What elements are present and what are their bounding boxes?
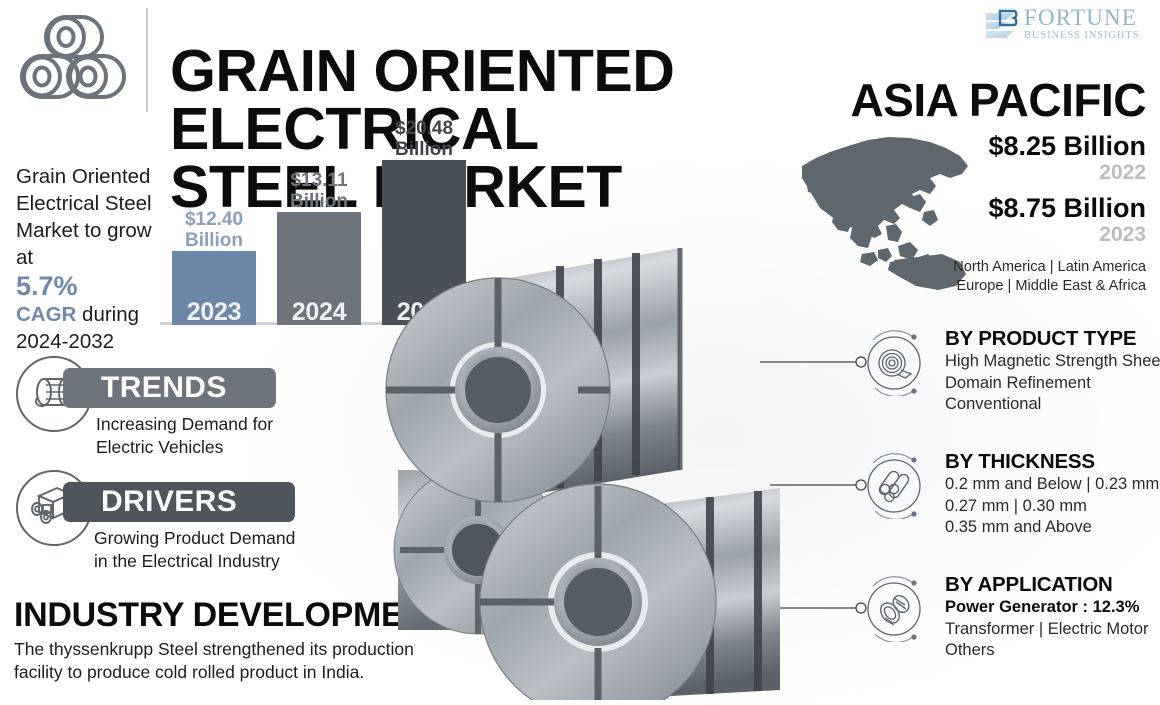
rolled-coil-icon (861, 576, 927, 643)
region-line-1: North America | Latin America (953, 259, 1146, 275)
segment-product-line-3: Conventional (945, 395, 1042, 413)
industry-development-block: INDUSTRY DEVELOPMENT The thyssenkrupp St… (14, 595, 484, 684)
cagr-value: 5.7% (16, 271, 78, 301)
segment-title-product-type: BY PRODUCT TYPE (945, 327, 1137, 350)
segment-title-application: BY APPLICATION (945, 573, 1113, 596)
bar-year-2023: 2023 (186, 298, 242, 326)
bar-label-2032: $20.48 Billion (394, 118, 454, 160)
brand-subtitle: BUSINESS INSIGHTS (1024, 30, 1140, 41)
region-list: North America | Latin America Europe | M… (953, 258, 1146, 296)
segment-application-line-1: Power Generator : 12.3% (945, 598, 1140, 616)
drivers-label: DRIVERS (101, 485, 238, 518)
coil-top (385, 248, 683, 503)
trends-line2: Electric Vehicles (96, 437, 224, 457)
segment-thickness-line-2: 0.27 mm | 0.30 mm (945, 496, 1087, 515)
steel-coils-photo (380, 170, 860, 705)
intro-line1: Grain Oriented Electrical (16, 165, 151, 215)
intro-line3: grow at (16, 219, 152, 269)
trends-label: TRENDS (101, 371, 227, 404)
trends-body: Increasing Demand for Electric Vehicles (96, 413, 346, 459)
trends-block: TRENDS Increasing Demand for Electric Ve… (16, 356, 346, 466)
bar-group-2023: $12.40 Billion 2023 (172, 209, 256, 326)
bar-label-2023: $12.40 Billion (184, 209, 244, 251)
segment-product-line-2: Domain Refinement (945, 373, 1091, 392)
region-line-2: Europe | Middle East & Africa (956, 278, 1146, 294)
industry-development-heading: INDUSTRY DEVELOPMENT (14, 596, 449, 634)
asia-pacific-title: ASIA PACIFIC (850, 74, 1146, 126)
drivers-line2: in the Electrical Industry (94, 551, 280, 571)
industry-development-line2: facility to produce cold rolled product … (14, 662, 365, 682)
drivers-line1: Growing Product Demand (94, 528, 296, 548)
segment-application-line-2: Transformer | Electric Motor (945, 619, 1149, 638)
drivers-block: DRIVERS Growing Product Demand in the El… (16, 470, 356, 580)
market-summary-text: Grain Oriented Electrical Steel Market t… (16, 163, 166, 355)
stacked-rods-icon (861, 453, 927, 520)
bar-year-2024: 2024 (291, 298, 347, 326)
asia-pacific-value-2022: $8.25 Billion (988, 131, 1146, 161)
brand-name: FORTUNE (1024, 5, 1138, 30)
cagr-label: CAGR (16, 303, 77, 326)
drivers-pill: DRIVERS (63, 482, 295, 522)
drivers-body: Growing Product Demand in the Electrical… (94, 527, 344, 573)
bar-label-2024: $13.11 Billion (289, 170, 349, 212)
asia-pacific-year-2023: 2023 (1099, 223, 1146, 246)
segment-product-line-1: High Magnetic Strength Sheets (945, 352, 1160, 370)
bar-rect-2024: 2024 (277, 212, 361, 326)
steel-coil-stack-icon (16, 12, 131, 104)
segment-application-text: BY APPLICATION Power Generator : 12.3% T… (945, 572, 1160, 662)
segment-product-type-text: BY PRODUCT TYPE High Magnetic Strength S… (945, 326, 1160, 416)
header-divider (146, 8, 148, 112)
segment-title-thickness: BY THICKNESS (945, 450, 1095, 473)
segment-application-line-3: Others (945, 641, 995, 659)
industry-development-line1: The thyssenkrupp Steel strengthened its … (14, 639, 414, 659)
cagr-during: during (76, 303, 140, 326)
cagr-period: 2024-2032 (16, 330, 115, 353)
page-title-line1: GRAIN ORIENTED ELECTRICAL (170, 37, 675, 162)
bar-rect-2023: 2023 (172, 251, 256, 326)
fortune-business-insights-logo: FORTUNE BUSINESS INSIGHTS (984, 6, 1152, 50)
trends-pill: TRENDS (63, 368, 276, 408)
segment-thickness-line-1: 0.2 mm and Below | 0.23 mm (945, 475, 1160, 493)
trends-line1: Increasing Demand for (96, 414, 274, 434)
coil-spiral-icon (861, 330, 927, 397)
asia-pacific-map (790, 128, 980, 293)
intro-line2: Steel Market to (16, 192, 152, 242)
bar-group-2024: $13.11 Billion 2024 (277, 170, 361, 326)
fb-monogram-icon (986, 9, 1018, 38)
coil-bottom-left (393, 465, 563, 635)
asia-pacific-year-2022: 2022 (1099, 161, 1146, 184)
segment-thickness-text: BY THICKNESS 0.2 mm and Below | 0.23 mm … (945, 449, 1160, 539)
asia-pacific-value-2023: $8.75 Billion (988, 193, 1146, 223)
segment-thickness-line-3: 0.35 mm and Above (945, 518, 1092, 536)
coil-bottom-right (479, 483, 780, 705)
